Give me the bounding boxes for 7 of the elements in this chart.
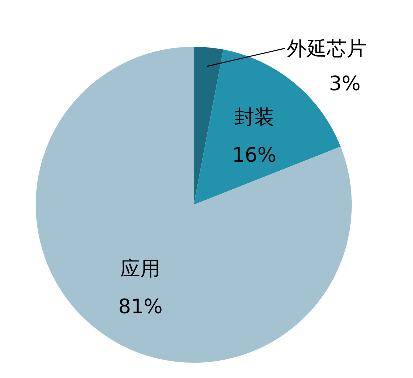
slice-label: 封装 [234,104,274,129]
slice-label: 外延芯片 [287,36,368,61]
data-label: 16% [232,142,277,167]
data-label: 81% [118,294,163,318]
data-label: 3% [329,72,361,96]
pie-slice [194,47,224,205]
slice-label: 应用 [120,256,161,280]
